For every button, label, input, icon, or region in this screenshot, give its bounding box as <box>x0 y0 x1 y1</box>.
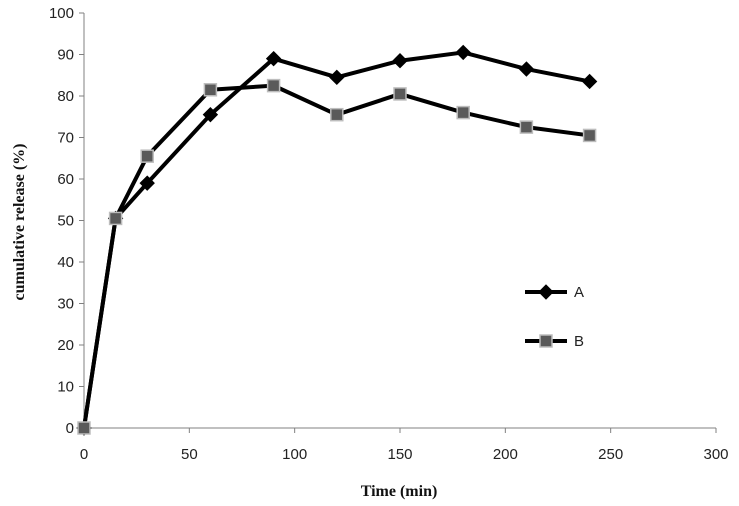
series-a <box>77 45 597 435</box>
y-tick-label: 50 <box>57 213 74 230</box>
series-b-point <box>457 107 469 119</box>
legend: AB <box>525 284 584 350</box>
x-tick-label: 150 <box>387 446 412 463</box>
y-tick-label: 100 <box>49 5 74 22</box>
series-a-point <box>519 62 533 76</box>
series-b <box>78 80 596 434</box>
legend-item-a: A <box>525 284 584 301</box>
series-b-point <box>268 80 280 92</box>
legend-item-b: B <box>525 333 584 350</box>
x-tick-label: 200 <box>493 446 518 463</box>
x-tick-label: 250 <box>598 446 623 463</box>
series-b-point <box>204 84 216 96</box>
series-a-point <box>393 54 407 68</box>
series-b-point <box>141 150 153 162</box>
legend-label-b: B <box>574 333 584 350</box>
y-tick-label: 0 <box>66 420 74 437</box>
cumulative-release-line-chart: 0 10 20 30 40 50 60 70 80 90 100 0 50 100 150 200 250 300… <box>0 0 739 506</box>
axes: 0 10 20 30 40 50 60 70 80 90 100 0 50 100 150 200 250 300 <box>49 5 729 463</box>
x-axis-title: Time (min) <box>361 483 438 500</box>
series-b-point <box>331 109 343 121</box>
series-a-point <box>456 45 470 59</box>
series-layer <box>77 45 597 435</box>
series-b-point <box>110 212 122 224</box>
series-a-point <box>330 70 344 84</box>
series-a-point <box>583 74 597 88</box>
y-tick-label: 80 <box>57 88 74 105</box>
series-b-point <box>78 422 90 434</box>
y-tick-label: 90 <box>57 47 74 64</box>
x-tick-label: 50 <box>181 446 198 463</box>
series-b-point <box>584 129 596 141</box>
legend-marker-a <box>539 285 553 299</box>
y-tick-label: 40 <box>57 254 74 271</box>
series-b-line <box>84 86 590 428</box>
legend-label-a: A <box>574 284 584 301</box>
x-tick-label: 0 <box>80 446 88 463</box>
legend-marker-b <box>540 335 552 347</box>
y-tick-label: 30 <box>57 296 74 313</box>
y-tick-label: 20 <box>57 337 74 354</box>
y-axis-title: cumulative release (%) <box>11 144 28 301</box>
series-b-point <box>394 88 406 100</box>
x-tick-label: 100 <box>282 446 307 463</box>
y-tick-label: 10 <box>57 379 74 396</box>
y-tick-label: 60 <box>57 171 74 188</box>
series-b-point <box>520 121 532 133</box>
chart-container: 0 10 20 30 40 50 60 70 80 90 100 0 50 100 150 200 250 300… <box>0 0 739 506</box>
x-tick-label: 300 <box>703 446 728 463</box>
y-tick-label: 70 <box>57 130 74 147</box>
